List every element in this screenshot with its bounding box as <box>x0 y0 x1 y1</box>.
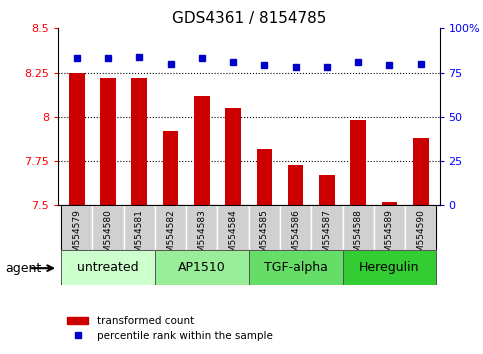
Text: GSM554587: GSM554587 <box>323 209 331 264</box>
Text: GSM554579: GSM554579 <box>72 209 81 264</box>
Text: GSM554584: GSM554584 <box>228 209 238 264</box>
Text: TGF-alpha: TGF-alpha <box>264 261 327 274</box>
Bar <box>69 73 85 205</box>
Text: GSM554588: GSM554588 <box>354 209 363 264</box>
Text: GSM554589: GSM554589 <box>385 209 394 264</box>
Bar <box>249 205 280 250</box>
Title: GDS4361 / 8154785: GDS4361 / 8154785 <box>171 11 326 26</box>
Bar <box>131 78 147 205</box>
Bar <box>225 108 241 205</box>
Text: untreated: untreated <box>77 261 139 274</box>
Bar <box>155 250 249 285</box>
Bar <box>374 205 405 250</box>
Text: agent: agent <box>5 262 41 275</box>
Legend: transformed count, percentile rank within the sample: transformed count, percentile rank withi… <box>63 312 277 345</box>
Bar <box>256 149 272 205</box>
Bar <box>350 120 366 205</box>
Bar <box>61 205 92 250</box>
Text: AP1510: AP1510 <box>178 261 226 274</box>
Bar <box>342 205 374 250</box>
Text: GSM554581: GSM554581 <box>135 209 144 264</box>
Bar <box>163 131 178 205</box>
Text: Heregulin: Heregulin <box>359 261 420 274</box>
Text: GSM554590: GSM554590 <box>416 209 425 264</box>
Bar <box>186 205 217 250</box>
Bar <box>61 250 155 285</box>
Bar <box>319 175 335 205</box>
Bar <box>288 165 303 205</box>
Bar <box>194 96 210 205</box>
Bar <box>100 78 116 205</box>
Bar <box>405 205 437 250</box>
Bar <box>217 205 249 250</box>
Bar <box>92 205 124 250</box>
Bar <box>124 205 155 250</box>
Bar <box>155 205 186 250</box>
Text: GSM554582: GSM554582 <box>166 209 175 264</box>
Text: GSM554586: GSM554586 <box>291 209 300 264</box>
Text: GSM554580: GSM554580 <box>103 209 113 264</box>
Bar <box>312 205 342 250</box>
Text: GSM554585: GSM554585 <box>260 209 269 264</box>
Text: GSM554583: GSM554583 <box>198 209 206 264</box>
Bar <box>342 250 437 285</box>
Bar <box>249 250 342 285</box>
Bar <box>382 202 398 205</box>
Bar <box>280 205 312 250</box>
Bar <box>413 138 428 205</box>
